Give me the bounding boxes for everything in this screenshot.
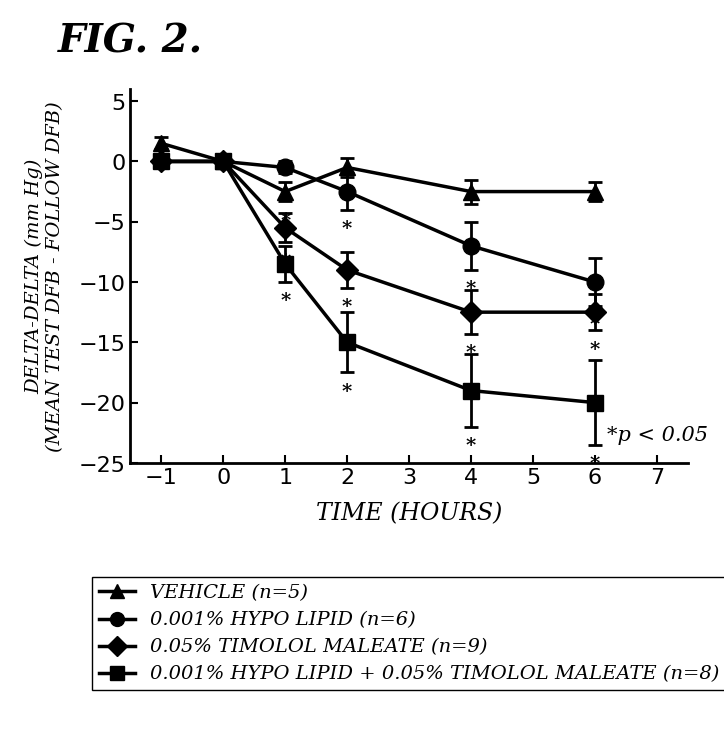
Text: *: *	[466, 437, 476, 455]
Text: FIG. 2.: FIG. 2.	[58, 22, 203, 61]
Text: *: *	[280, 292, 290, 310]
Text: *: *	[342, 220, 353, 238]
Y-axis label: DELTA-DELTA (mm Hg)
(MEAN TEST DFB - FOLLOW DFB): DELTA-DELTA (mm Hg) (MEAN TEST DFB - FOL…	[25, 101, 64, 452]
Text: *: *	[466, 344, 476, 362]
X-axis label: TIME (HOURS): TIME (HOURS)	[316, 502, 502, 525]
Text: *: *	[590, 316, 600, 334]
Text: *: *	[280, 252, 290, 270]
Text: *: *	[156, 160, 167, 178]
Text: *: *	[590, 340, 600, 359]
Text: *: *	[466, 280, 476, 298]
Text: *: *	[590, 455, 600, 473]
Text: *: *	[342, 298, 353, 316]
Legend: VEHICLE (n=5), 0.001% HYPO LIPID (n=6), 0.05% TIMOLOL MALEATE (n=9), 0.001% HYPO: VEHICLE (n=5), 0.001% HYPO LIPID (n=6), …	[92, 577, 724, 690]
Text: *p < 0.05: *p < 0.05	[607, 426, 708, 445]
Text: *: *	[342, 382, 353, 400]
Text: *: *	[280, 211, 290, 229]
